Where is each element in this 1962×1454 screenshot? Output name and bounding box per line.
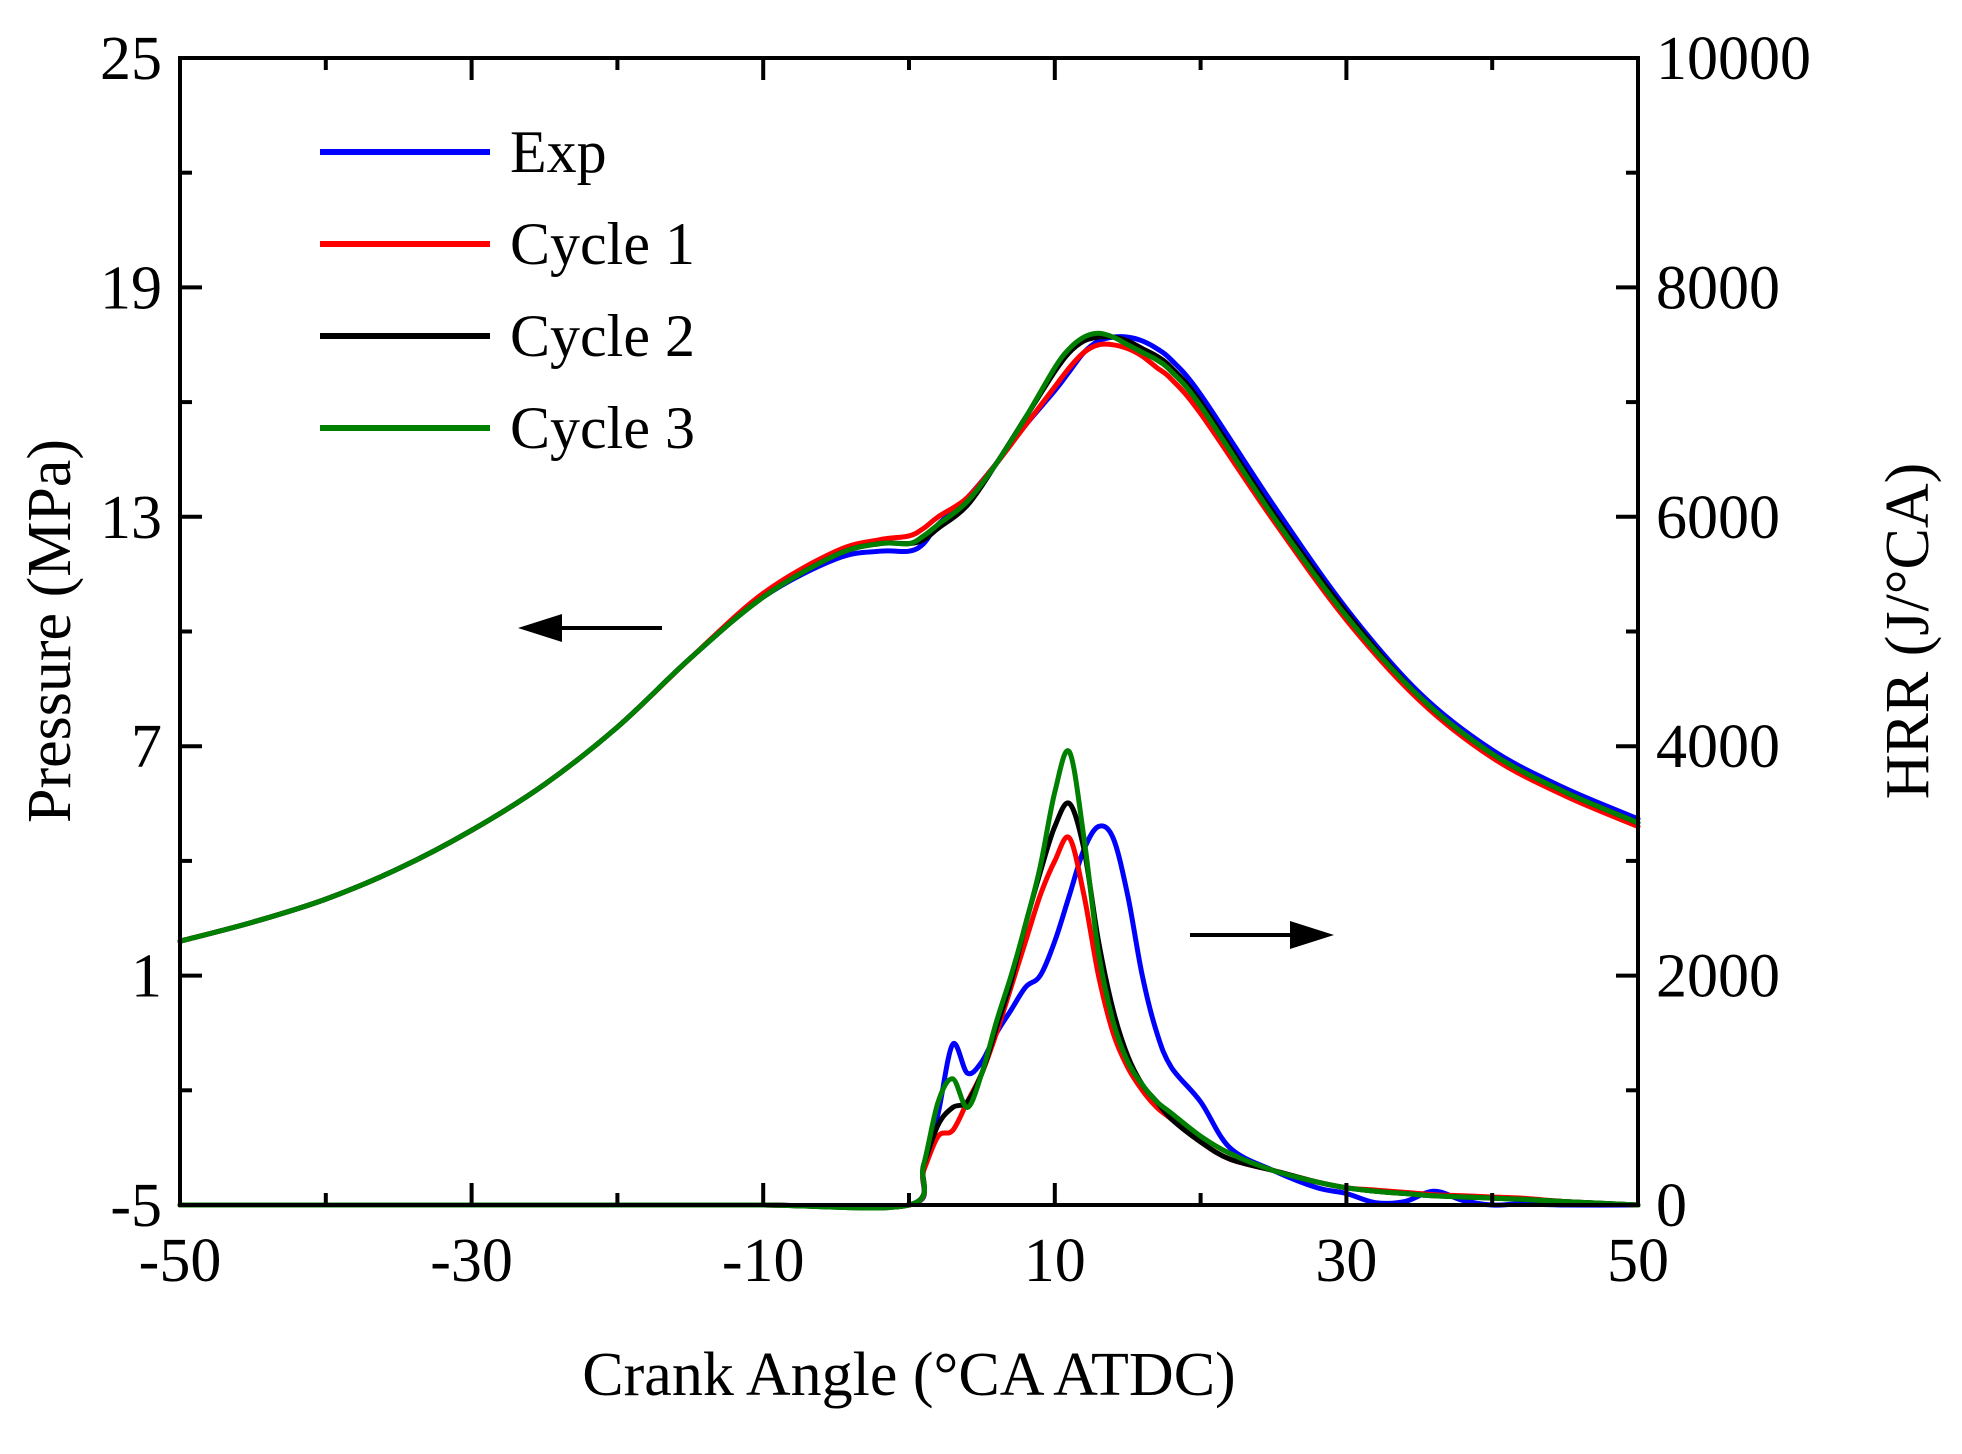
- hrr-arrow-annotation: [1190, 921, 1334, 949]
- legend-label-cycle-1: Cycle 1: [510, 211, 695, 277]
- series-layer: [177, 330, 1641, 1211]
- y-left-tick-labels: -5 1 7 13 19 25: [100, 25, 162, 1240]
- x-tick-label: 30: [1315, 1227, 1377, 1295]
- y-right-tick-label: 10000: [1656, 25, 1811, 93]
- y-left-axis-title: Pressure (MPa): [16, 439, 84, 823]
- series-line-pressure-cycle-1: [177, 341, 1641, 944]
- y-right-tick-label: 2000: [1656, 943, 1780, 1011]
- y-left-tick-label: 25: [100, 25, 162, 93]
- y-left-tick-label: -5: [110, 1172, 162, 1240]
- legend-label-cycle-3: Cycle 3: [510, 395, 695, 461]
- y-right-tick-label: 4000: [1656, 713, 1780, 781]
- y-right-tick-labels: 0 2000 4000 6000 8000 10000: [1656, 25, 1811, 1240]
- legend-label-exp: Exp: [510, 119, 607, 185]
- x-tick-labels: -50 -30 -10 10 30 50: [139, 1227, 1669, 1295]
- y-right-tick-label: 0: [1656, 1172, 1687, 1240]
- pressure-arrow-annotation: [518, 614, 662, 642]
- y-right-tick-label: 6000: [1656, 484, 1780, 552]
- x-tick-label: -50: [139, 1227, 222, 1295]
- y-left-tick-label: 19: [100, 254, 162, 322]
- y-left-tick-label: 7: [131, 713, 162, 781]
- legend: Exp Cycle 1 Cycle 2 Cycle 3: [320, 119, 695, 461]
- x-tick-label: -10: [722, 1227, 805, 1295]
- series-line-pressure-cycle-3: [177, 330, 1641, 944]
- x-tick-label: 10: [1024, 1227, 1086, 1295]
- x-tick-label: 50: [1607, 1227, 1669, 1295]
- series-line-hrr-cycle-1: [177, 834, 1641, 1211]
- ticks-layer: [178, 56, 1640, 1207]
- series-line-hrr-cycle-3: [177, 748, 1641, 1211]
- x-axis-title: Crank Angle (°CA ATDC): [582, 1341, 1235, 1409]
- y-right-tick-label: 8000: [1656, 254, 1780, 322]
- series-line-hrr-cycle-2: [177, 800, 1641, 1211]
- legend-label-cycle-2: Cycle 2: [510, 303, 695, 369]
- y-left-tick-label: 13: [100, 484, 162, 552]
- y-right-axis-title: HRR (J/°CA): [1874, 463, 1942, 800]
- x-tick-label: -30: [430, 1227, 513, 1295]
- plot-frame: [178, 56, 1640, 1207]
- series-line-hrr-exp: [177, 823, 1641, 1211]
- y-left-tick-label: 1: [131, 943, 162, 1011]
